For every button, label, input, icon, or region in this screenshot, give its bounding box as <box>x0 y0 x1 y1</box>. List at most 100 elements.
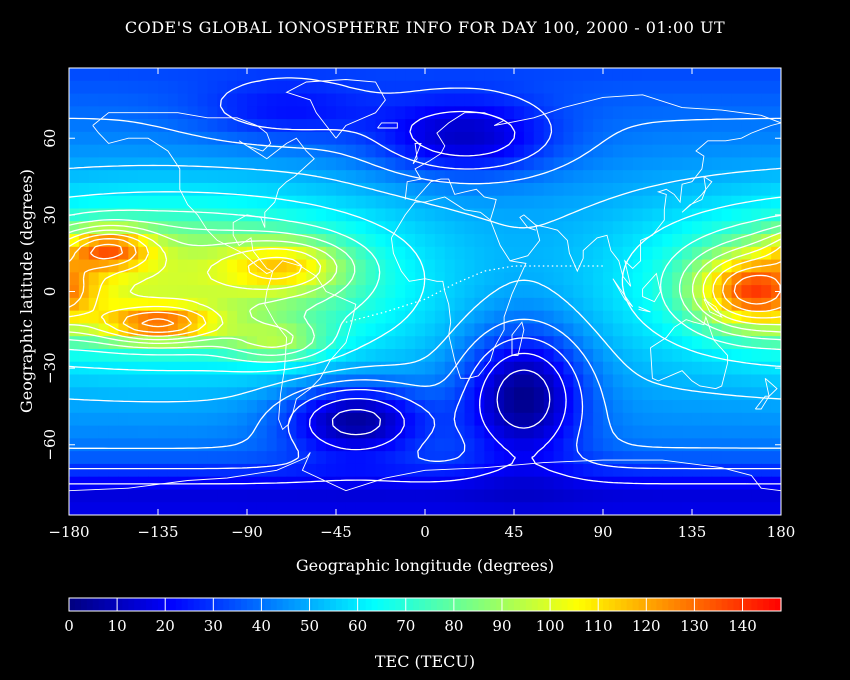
heatmap-cell <box>336 438 347 452</box>
heatmap-cell <box>237 195 248 210</box>
heatmap-cell <box>256 425 268 439</box>
heatmap-cell <box>197 374 209 388</box>
heatmap-cell <box>326 208 337 222</box>
heatmap-cell <box>306 234 317 248</box>
heatmap-cell <box>672 234 683 248</box>
heatmap-cell <box>711 68 723 82</box>
heatmap-cell <box>603 68 614 82</box>
heatmap-cell <box>543 310 555 325</box>
heatmap-cell <box>355 221 367 235</box>
heatmap-cell <box>187 170 199 184</box>
heatmap-cell <box>543 425 555 439</box>
heatmap-cell <box>395 208 406 222</box>
heatmap-cell <box>553 476 565 491</box>
heatmap-cell <box>761 502 772 515</box>
heatmap-cell <box>336 221 347 235</box>
heatmap-cell <box>553 234 565 248</box>
heatmap-cell <box>761 400 772 414</box>
heatmap-cell <box>326 323 337 337</box>
heatmap-cell <box>158 400 169 414</box>
heatmap-cell <box>553 221 565 235</box>
heatmap-cell <box>177 412 189 427</box>
heatmap-cell <box>434 195 446 210</box>
heatmap-cell <box>375 297 387 312</box>
heatmap-cell <box>78 119 90 133</box>
heatmap-cell <box>741 170 752 184</box>
heatmap-cell <box>484 412 495 427</box>
heatmap-cell <box>523 106 535 120</box>
heatmap-cell <box>247 336 258 350</box>
heatmap-cell <box>632 285 644 299</box>
heatmap-cell <box>672 361 683 376</box>
heatmap-cell <box>217 182 228 197</box>
heatmap-cell <box>553 400 565 414</box>
heatmap-cell <box>247 451 258 465</box>
heatmap-cell <box>375 361 387 376</box>
heatmap-cell <box>642 463 654 478</box>
heatmap-cell <box>593 310 604 325</box>
heatmap-cell <box>375 68 387 82</box>
heatmap-cell <box>563 195 574 210</box>
heatmap-cell <box>741 182 752 197</box>
heatmap-cell <box>108 182 120 197</box>
heatmap-cell <box>583 476 594 491</box>
heatmap-cell <box>296 361 307 376</box>
heatmap-cell <box>296 208 307 222</box>
heatmap-cell <box>642 246 654 261</box>
heatmap-cell <box>177 348 189 363</box>
heatmap-cell <box>78 144 90 158</box>
heatmap-cell <box>276 425 288 439</box>
heatmap-cell <box>227 246 238 261</box>
heatmap-cell <box>751 68 762 82</box>
heatmap-cell <box>632 68 644 82</box>
heatmap-cell <box>78 208 90 222</box>
heatmap-cell <box>672 170 683 184</box>
heatmap-cell <box>98 93 110 107</box>
heatmap-cell <box>385 361 396 376</box>
heatmap-cell <box>296 400 307 414</box>
heatmap-cell <box>731 361 743 376</box>
heatmap-cell <box>148 323 159 337</box>
heatmap-cell <box>306 80 317 95</box>
heatmap-cell <box>721 106 733 120</box>
heatmap-cell <box>306 451 317 465</box>
heatmap-cell <box>118 144 129 158</box>
heatmap-cell <box>88 259 100 273</box>
heatmap-cell <box>69 144 80 158</box>
heatmap-cell <box>543 297 555 312</box>
heatmap-cell <box>583 80 594 95</box>
contour-line <box>69 191 781 373</box>
heatmap-cell <box>108 412 120 427</box>
heatmap-cell <box>454 195 466 210</box>
heatmap-cell <box>78 234 90 248</box>
heatmap-cell <box>692 425 703 439</box>
x-axis-label: Geographic longitude (degrees) <box>296 556 554 575</box>
heatmap-cell <box>603 272 614 286</box>
heatmap-cell <box>217 144 228 158</box>
heatmap-cell <box>108 170 120 184</box>
heatmap-cell <box>405 348 416 363</box>
heatmap-cell <box>454 131 466 146</box>
heatmap-cell <box>454 387 466 401</box>
heatmap-cell <box>474 438 485 452</box>
heatmap-cell <box>385 221 396 235</box>
heatmap-cell <box>553 387 565 401</box>
heatmap-cell <box>187 93 199 107</box>
heatmap-cell <box>662 93 673 107</box>
heatmap-cell <box>148 310 159 325</box>
heatmap-cell <box>158 131 169 146</box>
heatmap-cell <box>118 208 129 222</box>
colorbar-segment <box>247 598 254 611</box>
heatmap-cell <box>642 451 654 465</box>
heatmap-cell <box>771 463 781 478</box>
heatmap-cell <box>721 157 733 171</box>
heatmap-cell <box>365 297 377 312</box>
heatmap-cell <box>217 502 228 515</box>
heatmap-cell <box>375 131 387 146</box>
heatmap-cell <box>167 68 179 82</box>
heatmap-cell <box>484 463 495 478</box>
heatmap-cell <box>642 195 654 210</box>
heatmap-cell <box>454 106 466 120</box>
heatmap-cell <box>256 400 268 414</box>
heatmap-cell <box>711 234 723 248</box>
